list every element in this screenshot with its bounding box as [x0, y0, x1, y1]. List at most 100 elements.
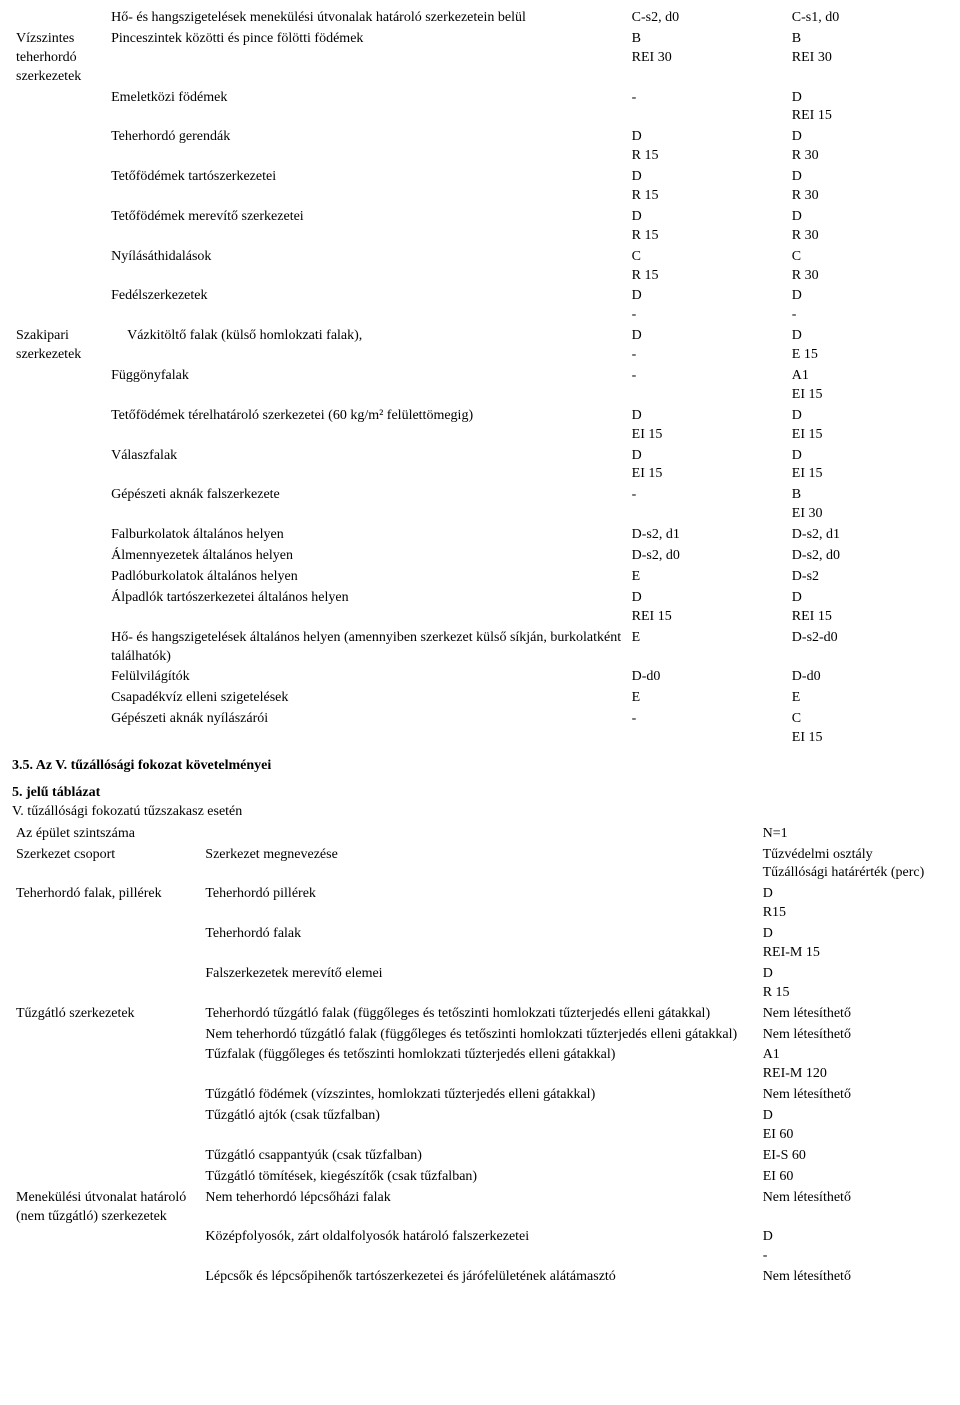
section-heading-5: 5. jelű táblázat [12, 776, 948, 803]
group-cell [12, 525, 107, 546]
table-row: Tűzgátló födémek (vízszintes, homlokzati… [12, 1085, 948, 1106]
value-cell-2: D-s2 [788, 567, 948, 588]
group-cell [12, 1045, 201, 1085]
header-value: Tűzvédelmi osztályTűzállósági határérték… [759, 845, 948, 885]
value-cell-2: A1EI 15 [788, 366, 948, 406]
group-cell [12, 167, 107, 207]
value-cell: DREI-M 15 [759, 924, 948, 964]
group-cell [12, 1025, 201, 1046]
value-cell-2: C-s1, d0 [788, 8, 948, 29]
value-cell-2: DR 30 [788, 167, 948, 207]
value-cell-2: CR 30 [788, 247, 948, 287]
table-row: Hő- és hangszigetelések menekülési útvon… [12, 8, 948, 29]
value-cell-1: DR 15 [628, 167, 788, 207]
table-row: Falburkolatok általános helyenD-s2, d1D-… [12, 525, 948, 546]
label-cell: Lépcsők és lépcsőpihenők tartószerkezete… [201, 1267, 758, 1288]
value-cell-2: E [788, 688, 948, 709]
value-cell-2: D-d0 [788, 667, 948, 688]
value-cell-2: DEI 15 [788, 446, 948, 486]
group-cell [12, 1146, 201, 1167]
value-cell-1: D-d0 [628, 667, 788, 688]
value-cell-1: - [628, 366, 788, 406]
table-row: Emeletközi födémek-DREI 15 [12, 88, 948, 128]
group-cell [12, 286, 107, 326]
label-cell: Tetőfödémek tartószerkezetei [107, 167, 628, 207]
table-row: Tűzgátló ajtók (csak tűzfalban)DEI 60 [12, 1106, 948, 1146]
table-row: Álpadlók tartószerkezetei általános hely… [12, 588, 948, 628]
group-cell: Tűzgátló szerkezetek [12, 1004, 201, 1025]
group-cell [12, 567, 107, 588]
value-cell: A1REI-M 120 [759, 1045, 948, 1085]
group-cell [12, 1085, 201, 1106]
label-cell: Vázkitöltő falak (külső homlokzati falak… [107, 326, 628, 366]
header-name: Szerkezet megnevezése [201, 845, 758, 885]
value-cell-1: E [628, 567, 788, 588]
value-cell-2: DREI 15 [788, 588, 948, 628]
table-row: Gépészeti aknák nyílászárói-CEI 15 [12, 709, 948, 749]
value-cell-2: DREI 15 [788, 88, 948, 128]
group-cell [12, 366, 107, 406]
table-row: Tetőfödémek merevítő szerkezeteiDR 15DR … [12, 207, 948, 247]
table-row: Csapadékvíz elleni szigetelésekEE [12, 688, 948, 709]
label-cell: Függönyfalak [107, 366, 628, 406]
group-cell: Menekülési útvonalat határoló(nem tűzgát… [12, 1188, 201, 1228]
label-cell: Padlóburkolatok általános helyen [107, 567, 628, 588]
group-cell [12, 588, 107, 628]
value-cell-2: BEI 30 [788, 485, 948, 525]
table-row: Nem teherhordó tűzgátló falak (függőlege… [12, 1025, 948, 1046]
table-row: Tűzgátló szerkezetekTeherhordó tűzgátló … [12, 1004, 948, 1025]
label-cell: Válaszfalak [107, 446, 628, 486]
table-row: Tűzfalak (függőleges és tetőszinti homlo… [12, 1045, 948, 1085]
table-row: Tűzgátló tömítések, kiegészítők (csak tű… [12, 1167, 948, 1188]
label-cell: Fedélszerkezetek [107, 286, 628, 326]
table-row: FelülvilágítókD-d0D-d0 [12, 667, 948, 688]
group-cell [12, 88, 107, 128]
label-cell: Nem teherhordó tűzgátló falak (függőlege… [201, 1025, 758, 1046]
group-cell [12, 406, 107, 446]
group-cell [12, 1227, 201, 1267]
table-row: Gépészeti aknák falszerkezete-BEI 30 [12, 485, 948, 525]
group-cell: Teherhordó falak, pillérek [12, 884, 201, 924]
value-cell: Nem létesíthető [759, 1025, 948, 1046]
group-cell [12, 1267, 201, 1288]
label-cell: Pinceszintek közötti és pince fölötti fö… [107, 29, 628, 88]
value-cell-1: BREI 30 [628, 29, 788, 88]
group-cell [12, 8, 107, 29]
label-cell: Teherhordó pillérek [201, 884, 758, 924]
label-cell: Nyílásáthidalások [107, 247, 628, 287]
value-cell-1: DREI 15 [628, 588, 788, 628]
table-row: Függönyfalak-A1EI 15 [12, 366, 948, 406]
label-cell: Csapadékvíz elleni szigetelések [107, 688, 628, 709]
value-cell-1: C-s2, d0 [628, 8, 788, 29]
label-cell: Gépészeti aknák nyílászárói [107, 709, 628, 749]
value-cell-1: D-s2, d1 [628, 525, 788, 546]
group-cell [12, 688, 107, 709]
table-header-block: Az épület szintszáma N=1 Szerkezet csopo… [12, 824, 948, 885]
value-cell: Nem létesíthető [759, 1267, 948, 1288]
label-cell: Tűzfalak (függőleges és tetőszinti homlo… [201, 1045, 758, 1085]
label-cell: Gépészeti aknák falszerkezete [107, 485, 628, 525]
group-cell [12, 964, 201, 1004]
value-cell-2: CEI 15 [788, 709, 948, 749]
label-cell: Hő- és hangszigetelések menekülési útvon… [107, 8, 628, 29]
group-cell [12, 247, 107, 287]
value-cell: Nem létesíthető [759, 1188, 948, 1228]
value-cell: D- [759, 1227, 948, 1267]
label-cell: Emeletközi födémek [107, 88, 628, 128]
table-row: Lépcsők és lépcsőpihenők tartószerkezete… [12, 1267, 948, 1288]
table-row: Álmennyezetek általános helyenD-s2, d0D-… [12, 546, 948, 567]
label-cell: Teherhordó gerendák [107, 127, 628, 167]
value-cell-2: D-s2, d1 [788, 525, 948, 546]
group-cell [12, 924, 201, 964]
group-cell [12, 546, 107, 567]
value-cell-2: DE 15 [788, 326, 948, 366]
label-cell: Hő- és hangszigetelések általános helyen… [107, 628, 628, 668]
value-cell-1: CR 15 [628, 247, 788, 287]
table-row: Hő- és hangszigetelések általános helyen… [12, 628, 948, 668]
value-cell-2: D-s2, d0 [788, 546, 948, 567]
value-cell: DR 15 [759, 964, 948, 1004]
label-cell: Tetőfödémek merevítő szerkezetei [107, 207, 628, 247]
table-row: VálaszfalakDEI 15DEI 15 [12, 446, 948, 486]
value-cell-2: BREI 30 [788, 29, 948, 88]
table-row: Középfolyosók, zárt oldalfolyosók határo… [12, 1227, 948, 1267]
